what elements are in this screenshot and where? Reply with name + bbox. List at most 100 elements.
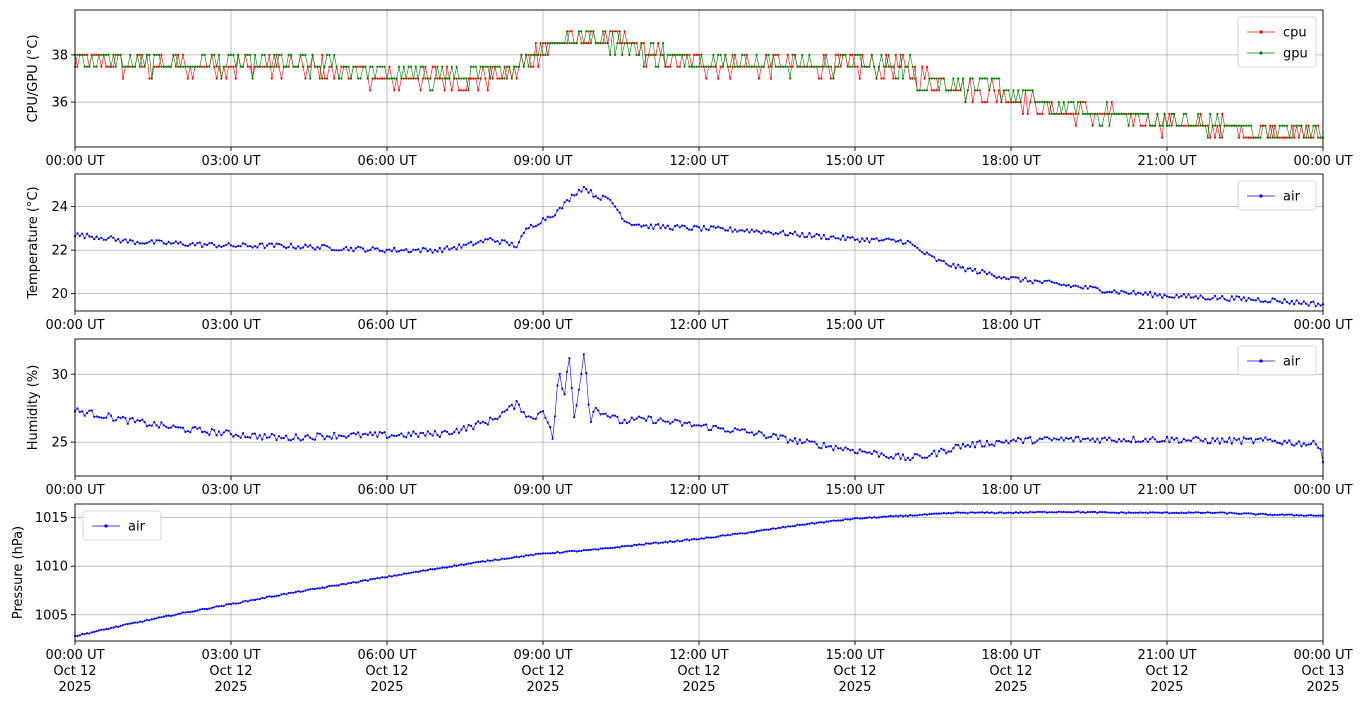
data-point bbox=[1019, 438, 1022, 441]
data-point bbox=[1228, 511, 1231, 514]
data-point bbox=[1221, 511, 1224, 514]
data-point bbox=[1127, 124, 1130, 127]
data-point bbox=[628, 222, 631, 225]
data-point bbox=[522, 231, 525, 235]
data-point bbox=[781, 229, 785, 232]
data-point bbox=[1199, 439, 1202, 442]
data-point bbox=[431, 65, 434, 68]
data-point bbox=[479, 77, 482, 80]
data-point bbox=[873, 65, 876, 68]
data-point bbox=[1252, 512, 1255, 516]
data-point bbox=[345, 583, 348, 586]
data-point bbox=[378, 577, 381, 580]
data-point bbox=[733, 53, 737, 57]
data-point bbox=[952, 262, 955, 265]
data-point bbox=[1278, 442, 1281, 445]
data-point bbox=[577, 188, 581, 191]
data-point bbox=[1317, 446, 1320, 449]
data-point bbox=[906, 239, 909, 242]
data-point bbox=[201, 53, 204, 57]
data-point bbox=[678, 420, 681, 423]
data-point bbox=[203, 607, 206, 611]
data-point bbox=[642, 224, 645, 227]
data-point bbox=[460, 563, 463, 566]
data-point bbox=[205, 243, 209, 247]
data-point bbox=[717, 53, 720, 57]
data-point bbox=[616, 415, 619, 418]
data-point bbox=[503, 77, 506, 80]
data-point bbox=[179, 426, 182, 429]
data-point bbox=[745, 53, 749, 57]
data-point bbox=[601, 30, 605, 33]
data-point bbox=[868, 516, 871, 519]
data-point bbox=[911, 65, 914, 68]
data-point bbox=[479, 422, 482, 425]
x-tick-label-line: 18:00 UT bbox=[981, 154, 1040, 169]
data-point bbox=[853, 451, 857, 454]
data-point bbox=[371, 77, 374, 80]
data-point bbox=[1293, 136, 1296, 139]
data-point bbox=[969, 445, 972, 448]
data-point bbox=[1168, 124, 1171, 127]
data-point bbox=[383, 251, 386, 254]
data-point bbox=[505, 557, 509, 560]
data-point bbox=[815, 65, 818, 68]
data-point bbox=[294, 65, 297, 68]
data-point bbox=[277, 435, 281, 438]
data-point bbox=[1074, 112, 1077, 115]
data-point bbox=[1273, 513, 1277, 516]
data-point bbox=[409, 434, 413, 437]
data-point bbox=[741, 53, 744, 57]
data-point bbox=[270, 65, 273, 68]
data-point bbox=[1101, 124, 1104, 127]
data-point bbox=[1117, 438, 1121, 441]
data-point bbox=[945, 452, 948, 455]
data-point bbox=[825, 520, 828, 523]
data-point bbox=[702, 65, 705, 68]
data-point bbox=[462, 77, 465, 80]
data-point bbox=[520, 235, 523, 238]
data-point bbox=[1161, 440, 1164, 443]
x-tick-label-line: 2025 bbox=[214, 680, 247, 695]
data-point bbox=[354, 581, 357, 584]
data-point bbox=[383, 576, 386, 579]
data-point bbox=[282, 437, 285, 440]
data-point bbox=[381, 77, 384, 80]
data-point bbox=[1038, 437, 1041, 440]
data-point bbox=[882, 515, 885, 518]
data-point bbox=[803, 65, 806, 68]
data-point bbox=[964, 270, 967, 273]
data-point bbox=[273, 245, 276, 248]
data-point bbox=[1029, 436, 1032, 439]
data-point bbox=[253, 53, 257, 57]
data-point bbox=[705, 65, 708, 68]
data-point bbox=[1098, 441, 1101, 444]
data-point bbox=[1297, 302, 1301, 305]
data-point bbox=[105, 416, 108, 419]
data-point bbox=[906, 65, 909, 68]
data-point bbox=[853, 53, 857, 57]
data-point bbox=[779, 526, 782, 530]
data-point bbox=[527, 65, 530, 68]
data-point bbox=[1290, 443, 1293, 446]
data-point bbox=[837, 65, 840, 68]
data-point bbox=[1216, 437, 1219, 440]
data-point bbox=[640, 543, 643, 546]
data-point bbox=[575, 193, 578, 196]
data-point bbox=[109, 235, 113, 238]
data-point bbox=[323, 244, 326, 247]
data-point bbox=[810, 521, 813, 524]
data-point bbox=[426, 569, 429, 572]
data-point bbox=[551, 42, 554, 45]
data-point bbox=[726, 65, 729, 68]
data-point bbox=[618, 422, 621, 425]
data-point bbox=[726, 533, 729, 537]
data-point bbox=[892, 77, 895, 80]
data-point bbox=[1086, 112, 1089, 115]
data-point bbox=[1225, 440, 1229, 444]
data-point bbox=[930, 512, 933, 516]
data-point bbox=[892, 515, 895, 518]
data-point bbox=[1201, 440, 1205, 443]
data-point bbox=[753, 530, 756, 534]
data-point bbox=[834, 444, 837, 447]
